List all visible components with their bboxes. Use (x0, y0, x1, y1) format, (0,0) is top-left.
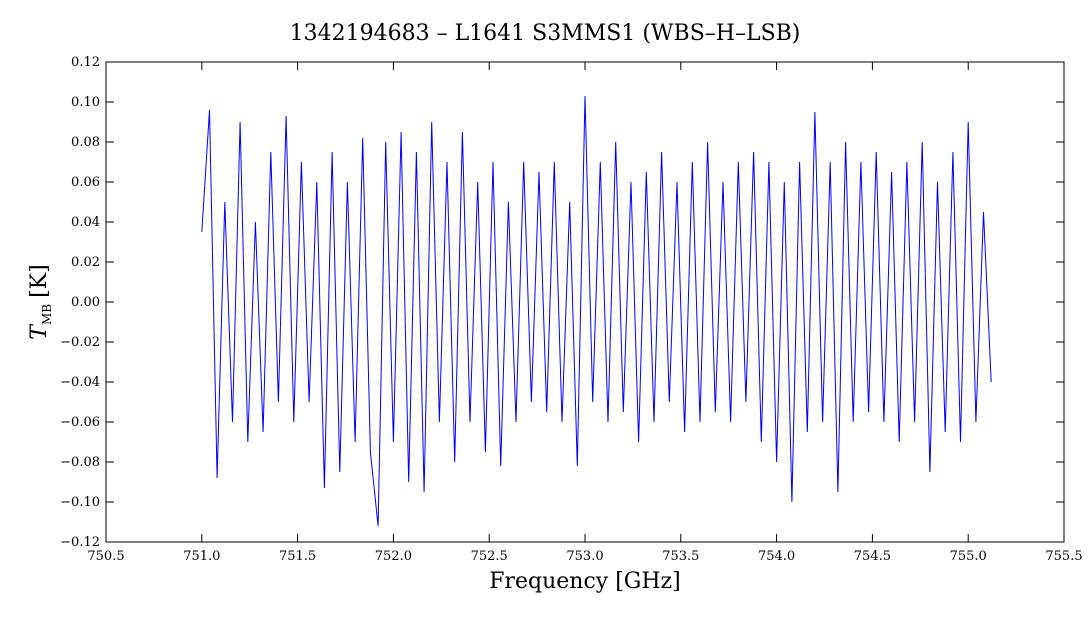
y-tick-label: −0.02 (60, 335, 100, 350)
y-tick-label: −0.08 (60, 455, 100, 470)
y-tick-label: −0.12 (60, 535, 100, 550)
y-symbol: T (27, 323, 52, 340)
x-tick-label: 752.0 (375, 549, 412, 564)
spectrum-line (201, 95, 992, 527)
chart-title: 1342194683 – L1641 S3MMS1 (WBS–H–LSB) (290, 21, 801, 46)
x-axis-label: Frequency [GHz] (489, 569, 681, 594)
plot-frame (105, 61, 1065, 543)
y-axis-title: TMB [K] (27, 264, 54, 339)
y-tick-label: 0.12 (71, 55, 100, 70)
y-tick-label: −0.06 (60, 415, 100, 430)
y-axis-label: TMB [K] (27, 264, 54, 339)
y-tick-label: 0.08 (71, 135, 100, 150)
x-tick-label: 753.5 (662, 549, 699, 564)
y-tick-label: 0.06 (71, 175, 100, 190)
y-tick-label: 0.00 (71, 295, 100, 310)
x-tick-label: 755.0 (950, 549, 987, 564)
y-unit: [K] (27, 264, 52, 298)
ticks (105, 61, 1065, 543)
x-tick-label: 753.0 (566, 549, 603, 564)
y-tick-label: −0.10 (60, 495, 100, 510)
y-tick-label: 0.04 (71, 215, 100, 230)
x-tick-label: 751.0 (183, 549, 220, 564)
x-tick-label: 752.5 (471, 549, 508, 564)
y-subscript: MB (40, 304, 54, 325)
x-tick-label: 754.0 (758, 549, 795, 564)
y-tick-label: 0.10 (71, 95, 100, 110)
x-tick-label: 750.5 (87, 549, 124, 564)
x-tick-label: 755.5 (1045, 549, 1082, 564)
x-tick-label: 751.5 (279, 549, 316, 564)
x-tick-label: 754.5 (854, 549, 891, 564)
y-tick-label: 0.02 (71, 255, 100, 270)
y-tick-label: −0.04 (60, 375, 100, 390)
